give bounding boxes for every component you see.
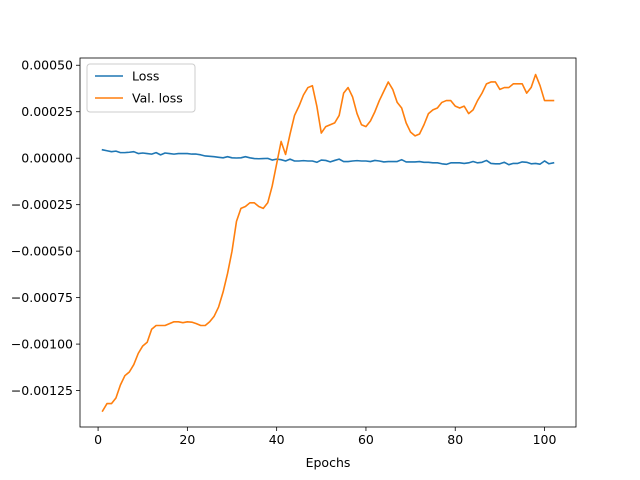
x-tick-label: 60 [358,432,374,447]
series-line-0 [101,148,555,166]
y-tick-label: −0.00025 [11,197,73,212]
y-tick-label: 0.00025 [21,104,73,119]
y-tick-label: 0.00000 [21,151,73,166]
y-axis-ticks: −0.00125 −0.00100 −0.00075 −0.00050 −0.00025… [11,58,80,398]
x-axis-title: Epochs [306,455,351,470]
axes-frame [79,57,577,428]
legend-label-0: Loss [132,69,159,84]
x-tick-label: 20 [179,432,195,447]
y-tick-label: −0.00050 [11,244,73,259]
x-tick-label: 40 [269,432,285,447]
series-line-1 [101,73,555,413]
legend: Loss Val. loss [86,63,196,113]
x-tick-label: 0 [94,432,102,447]
y-tick-label: −0.00125 [11,383,73,398]
x-axis-ticks: 0 20 40 60 80 100 [94,427,557,447]
y-tick-label: −0.00100 [11,337,73,352]
legend-label-1: Val. loss [132,91,183,106]
x-tick-label: 100 [533,432,557,447]
y-tick-label: −0.00075 [11,290,73,305]
plot-lines [101,73,555,413]
y-tick-label: 0.00050 [21,58,73,73]
x-tick-label: 80 [447,432,463,447]
